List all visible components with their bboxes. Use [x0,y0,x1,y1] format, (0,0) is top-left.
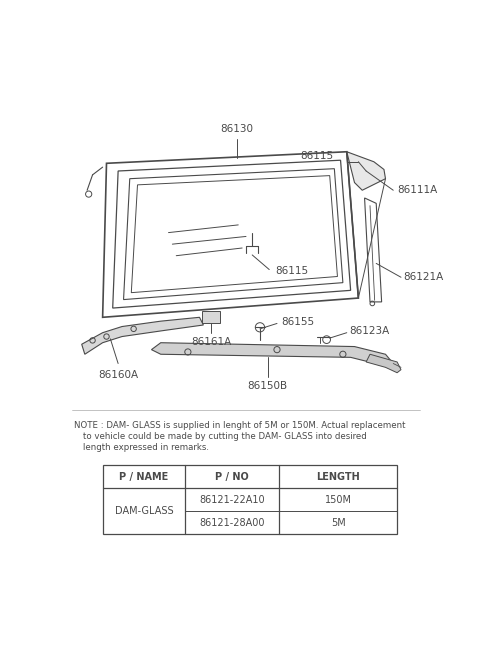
Text: 86160A: 86160A [98,369,138,380]
Polygon shape [366,354,401,373]
Bar [103,465,397,534]
Text: 86155: 86155 [281,317,314,327]
Text: 86130: 86130 [220,124,253,134]
Polygon shape [152,343,393,365]
Text: 86115: 86115 [276,266,309,276]
Text: to vehicle could be made by cutting the DAM- GLASS into desired: to vehicle could be made by cutting the … [83,432,367,441]
Text: LENGTH: LENGTH [316,472,360,481]
Text: NOTE : DAM- GLASS is supplied in lenght of 5M or 150M. Actual replacement: NOTE : DAM- GLASS is supplied in lenght … [74,421,406,430]
Text: 86161A: 86161A [191,337,231,346]
Text: 86121-28A00: 86121-28A00 [200,518,265,528]
Text: 86150B: 86150B [248,381,288,391]
Bar [202,311,220,324]
Text: 86111A: 86111A [397,185,437,195]
Text: 86115: 86115 [300,151,334,160]
Text: 150M: 150M [325,495,352,505]
Text: P / NO: P / NO [216,472,249,481]
Text: 86123A: 86123A [349,326,389,336]
Text: 86121A: 86121A [403,272,444,282]
Text: 86121-22A10: 86121-22A10 [199,495,265,505]
Text: length expressed in remarks.: length expressed in remarks. [83,443,209,452]
Polygon shape [82,317,204,354]
Polygon shape [347,152,385,190]
Text: DAM-GLASS: DAM-GLASS [115,506,173,516]
Text: 5M: 5M [331,518,346,528]
Text: P / NAME: P / NAME [119,472,168,481]
